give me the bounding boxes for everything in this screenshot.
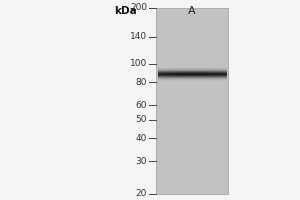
Text: 20: 20: [136, 190, 147, 198]
Text: 80: 80: [136, 78, 147, 87]
Text: 30: 30: [136, 157, 147, 166]
Text: 40: 40: [136, 134, 147, 143]
Text: A: A: [188, 6, 196, 16]
Text: 50: 50: [136, 115, 147, 124]
Text: 200: 200: [130, 3, 147, 12]
Text: kDa: kDa: [114, 6, 136, 16]
Text: 100: 100: [130, 59, 147, 68]
Text: 140: 140: [130, 32, 147, 41]
Text: 60: 60: [136, 101, 147, 110]
